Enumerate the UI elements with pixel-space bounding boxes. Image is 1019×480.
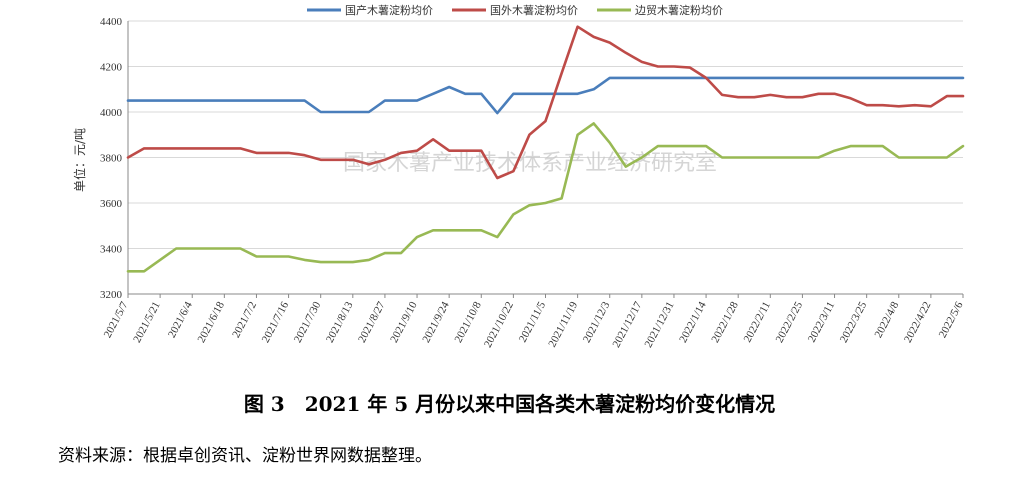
x-tick-label: 2022/4/22 [902, 300, 934, 345]
x-tick-label: 2022/4/8 [872, 299, 901, 340]
series-line [126, 122, 965, 273]
source-note: 资料来源：根据卓创资讯、淀粉世界网数据整理。 [58, 446, 432, 466]
watermark: 国家木薯产业技术体系产业经济研究室 [343, 151, 717, 176]
x-tick-label: 2021/10/8 [452, 299, 484, 344]
x-tick-label: 2021/11/5 [517, 299, 549, 344]
legend-label: 边贸木薯淀粉均价 [635, 3, 723, 17]
y-tick-label: 3600 [100, 198, 123, 210]
x-tick-label: 2021/6/18 [195, 299, 227, 344]
x-tick-label: 2022/5/6 [937, 299, 966, 340]
series-line [126, 25, 965, 180]
x-tick-label: 2022/2/11 [742, 300, 773, 345]
x-tick-label: 2021/10/22 [482, 300, 516, 350]
y-tick-labels: 3200 3400 3600 3800 4000 4200 4400 [100, 16, 123, 301]
y-tick-label: 3800 [100, 153, 123, 165]
legend: 国产木薯淀粉均价 国外木薯淀粉均价 边贸木薯淀粉均价 [307, 3, 723, 17]
y-tick-label: 4400 [100, 16, 123, 28]
x-tick-label: 2021/5/7 [102, 299, 131, 340]
x-tick-label: 2022/2/25 [774, 299, 806, 344]
x-tick-label: 2021/7/2 [230, 300, 259, 340]
x-tick-label: 2021/12/31 [642, 300, 676, 350]
x-tick-label: 2022/1/28 [709, 299, 741, 344]
y-tick-label: 4200 [100, 62, 123, 74]
y-tick-label: 3400 [100, 244, 123, 256]
x-tick-label: 2021/7/16 [260, 299, 292, 344]
x-tick-label: 2021/9/10 [388, 299, 420, 344]
x-tick-label: 2022/1/14 [677, 299, 709, 344]
y-axis-label: 单位：元/吨 [72, 128, 87, 192]
x-tick-label: 2021/8/13 [324, 299, 356, 344]
x-tick-label: 2021/12/17 [610, 299, 644, 349]
x-tick-label: 2021/5/21 [131, 300, 163, 345]
legend-label: 国外木薯淀粉均价 [490, 3, 578, 17]
series-lines [126, 25, 965, 273]
y-tick-label: 3200 [100, 289, 123, 301]
x-tick-label: 2021/11/19 [546, 299, 580, 349]
x-tick-label: 2022/3/25 [838, 299, 870, 344]
series-line [126, 76, 965, 115]
x-tick-label: 2021/12/3 [581, 299, 613, 344]
gridlines [128, 20, 963, 249]
x-tick-label: 2021/8/27 [356, 299, 388, 344]
x-tick-label: 2022/3/11 [806, 300, 837, 345]
figure-title: 图 3 2021 年 5 月份以来中国各类木薯淀粉均价变化情况 [243, 392, 776, 416]
x-tick-label: 2021/9/24 [420, 299, 452, 344]
legend-label: 国产木薯淀粉均价 [345, 3, 433, 17]
x-tick-label: 2021/6/4 [166, 299, 195, 340]
x-tick-labels: 2021/5/7 2021/5/21 2021/6/4 2021/6/18 2021/7… [102, 299, 966, 349]
x-tick-label: 2021/7/30 [292, 299, 324, 344]
y-tick-label: 4000 [100, 107, 123, 119]
